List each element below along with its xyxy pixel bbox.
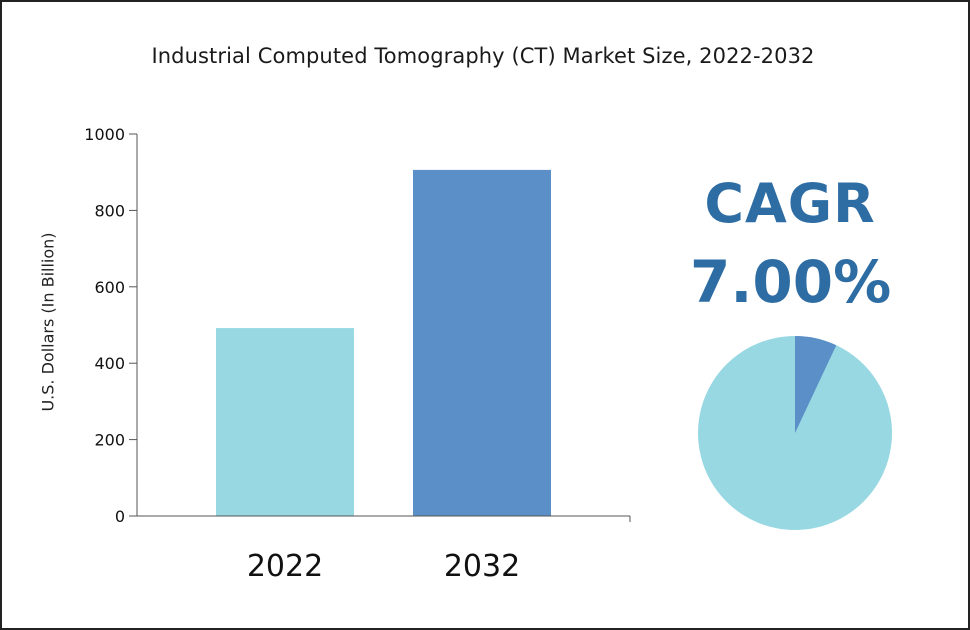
cagr-pie-slice bbox=[795, 336, 837, 433]
bar-2022 bbox=[216, 328, 354, 516]
chart-title: Industrial Computed Tomography (CT) Mark… bbox=[151, 44, 815, 68]
x-tick-label-2022: 2022 bbox=[247, 549, 323, 584]
cagr-value: 7.00% bbox=[690, 248, 892, 316]
y-tick-label-200: 200 bbox=[94, 431, 125, 450]
y-tick-label-400: 400 bbox=[94, 354, 125, 373]
y-tick-label-1000: 1000 bbox=[84, 125, 125, 144]
x-tick-label-2032: 2032 bbox=[444, 549, 520, 584]
y-tick-label-0: 0 bbox=[115, 507, 125, 526]
bar-2032 bbox=[413, 169, 551, 516]
cagr-label: CAGR bbox=[704, 172, 876, 235]
y-tick-label-600: 600 bbox=[94, 278, 125, 297]
y-tick-label-800: 800 bbox=[94, 201, 125, 220]
